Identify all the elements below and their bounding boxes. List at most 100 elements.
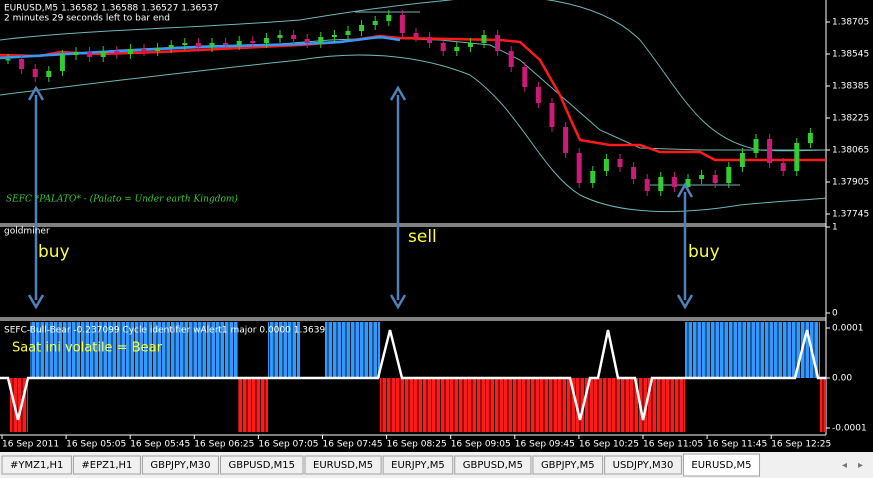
time-label: 16 Sep 11:05 — [643, 440, 703, 450]
candle — [617, 159, 623, 167]
time-label: 16 Sep 06:25 — [194, 440, 254, 450]
candle — [726, 167, 732, 183]
candle — [767, 139, 773, 163]
tab[interactable] — [72, 455, 141, 475]
candle — [195, 43, 201, 47]
candle — [263, 38, 269, 43]
candle — [495, 35, 501, 51]
tab-label[interactable]: GBPUSD,M15 — [228, 460, 295, 471]
candle — [5, 59, 11, 61]
time-label: 16 Sep 11:45 — [707, 440, 767, 450]
tab-label[interactable]: USDJPY,M30 — [613, 460, 674, 471]
candle — [644, 179, 650, 191]
cycle-line — [0, 329, 826, 421]
time-label: 16 Sep 08:25 — [387, 440, 447, 450]
candle — [780, 163, 786, 171]
candle — [399, 15, 405, 33]
tab-label[interactable]: #EPZ1,H1 — [81, 460, 132, 471]
tab-label[interactable]: #YMZ1,H1 — [10, 460, 63, 471]
scroll-right[interactable]: ▸ — [858, 460, 863, 471]
bear-block — [10, 378, 28, 432]
time-label: 16 Sep 12:25 — [771, 440, 831, 450]
time-label: 16 Sep 09:45 — [515, 440, 575, 450]
candle — [141, 49, 147, 51]
tab[interactable] — [304, 455, 382, 475]
candle — [508, 51, 514, 67]
tab[interactable] — [219, 455, 304, 475]
tab[interactable] — [454, 455, 532, 475]
candles — [5, 10, 813, 196]
buy-annotation: buy — [688, 242, 720, 262]
candle — [100, 51, 106, 57]
candle — [59, 55, 65, 71]
indicator-label: SEFC *PALATO* - (Palato = Under earth Ki… — [6, 194, 238, 205]
candle — [535, 87, 541, 103]
candle — [522, 67, 528, 87]
time-label: 16 Sep 05:05 — [66, 440, 126, 450]
time-label: 16 Sep 07:45 — [323, 440, 383, 450]
candle — [413, 33, 419, 37]
price-tick-label: 1.37905 — [832, 178, 869, 188]
candle — [753, 139, 759, 153]
arrows — [27, 85, 694, 310]
tab[interactable] — [141, 455, 219, 475]
countdown: 2 minutes 29 seconds left to bar end — [4, 14, 170, 24]
tab-label[interactable]: EURJPY,M5 — [391, 460, 445, 471]
candle — [73, 52, 79, 55]
candle — [576, 153, 582, 183]
bull-block — [325, 322, 380, 378]
candle — [685, 179, 691, 187]
scroll-left[interactable]: ◂ — [842, 460, 847, 471]
candle — [671, 177, 677, 187]
time-label: 16 Sep 05:45 — [130, 440, 190, 450]
candle — [386, 15, 392, 21]
tab[interactable] — [1, 455, 72, 475]
candle — [454, 47, 460, 51]
bear-block — [238, 378, 268, 432]
tab[interactable] — [532, 455, 604, 475]
candle — [658, 177, 664, 191]
tab-label[interactable]: GBPUSD,M5 — [463, 460, 523, 471]
time-label: 16 Sep 2011 — [2, 440, 59, 450]
candle — [19, 59, 25, 69]
candle — [481, 35, 487, 43]
candle — [114, 51, 120, 54]
arrow-head — [27, 85, 45, 310]
candle — [127, 49, 133, 54]
candle — [250, 41, 256, 43]
candle — [155, 48, 161, 51]
time-label: 16 Sep 07:05 — [258, 440, 318, 450]
tab-label[interactable]: GBPJPY,M30 — [150, 460, 210, 471]
bull-block — [268, 322, 300, 378]
candle — [794, 143, 800, 171]
goldminer-tick-label: 1 — [832, 223, 838, 233]
tab-label[interactable]: EURUSD,M5 — [691, 460, 751, 471]
goldminer-tick-label: 0 — [832, 309, 838, 319]
time-label: 16 Sep 10:25 — [579, 440, 639, 450]
tab[interactable] — [382, 455, 454, 475]
lower-band — [0, 54, 827, 213]
chart-header: EURUSD,M5 1.36582 1.36588 1.36527 1.3653… — [4, 4, 218, 14]
candle — [603, 159, 609, 171]
candle — [440, 43, 446, 51]
candle — [223, 43, 229, 45]
price-tick-label: 1.38385 — [832, 82, 869, 92]
bull-block — [685, 322, 820, 378]
panel-label: goldminer — [4, 227, 50, 237]
candle — [331, 35, 337, 37]
candle — [712, 175, 718, 183]
tab-label[interactable]: GBPJPY,M5 — [541, 460, 595, 471]
candle — [277, 35, 283, 38]
buy-annotation: buy — [38, 242, 70, 262]
candle — [699, 175, 705, 179]
price-tick-label: 1.38705 — [832, 18, 869, 28]
candle — [46, 71, 52, 77]
candle — [304, 39, 310, 43]
tab-label[interactable]: EURUSD,M5 — [313, 460, 373, 471]
panel-label: SEFC-Bull-Bear -0.237099 Cycle identifie… — [4, 326, 325, 336]
candle — [563, 127, 569, 153]
tab[interactable] — [604, 455, 682, 475]
candle — [372, 21, 378, 25]
tab[interactable] — [682, 453, 761, 477]
